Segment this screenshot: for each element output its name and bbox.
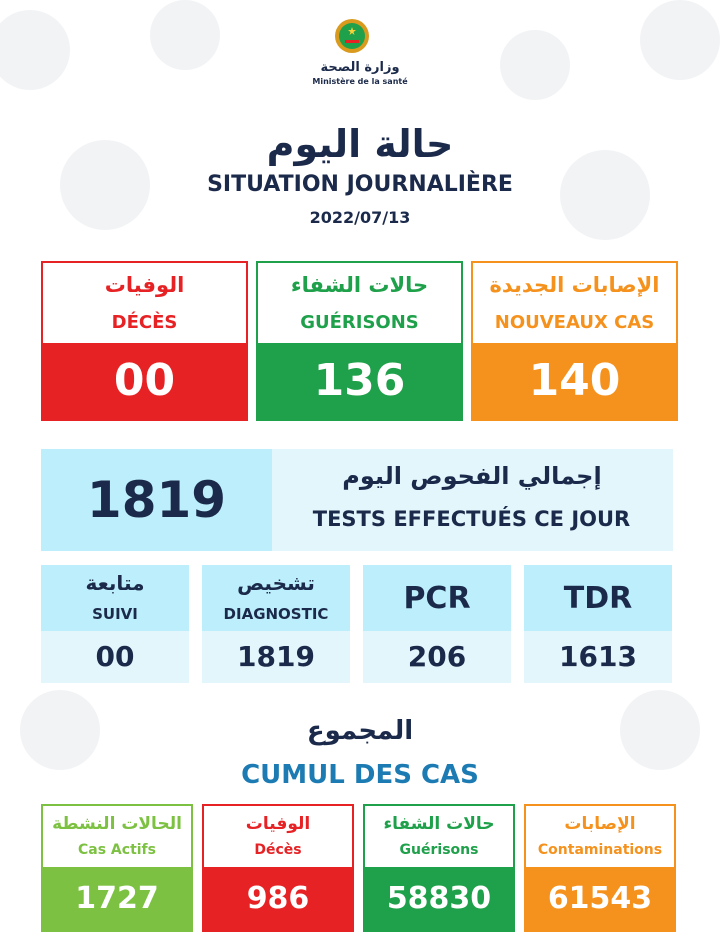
diagnostic-label-fr: DIAGNOSTIC: [223, 605, 329, 623]
cumul-guerisons-label-fr: Guérisons: [399, 842, 479, 858]
suivi-card: متابعة SUIVI 00: [41, 565, 189, 683]
cumul-actifs-label-ar: الحالات النشطة: [52, 814, 182, 834]
daily-nouveaux-card: الإصابات الجديدة NOUVEAUX CAS 140: [471, 261, 678, 421]
tests-total-value: 1819: [41, 449, 272, 551]
diagnostic-card: تشخيص DIAGNOSTIC 1819: [202, 565, 350, 683]
daily-nouveaux-value: 140: [473, 343, 676, 419]
virus-decoration: [560, 150, 650, 240]
cumul-contaminations-label-fr: Contaminations: [537, 842, 663, 858]
daily-guerisons-value: 136: [258, 343, 461, 419]
virus-decoration: [60, 140, 150, 230]
cumul-guerisons-label-ar: حالات الشفاء: [383, 814, 495, 834]
daily-nouveaux-label-fr: NOUVEAUX CAS: [494, 312, 655, 333]
ministry-name-ar: وزارة الصحة: [320, 60, 400, 75]
daily-guerisons-card: حالات الشفاء GUÉRISONS 136: [256, 261, 463, 421]
cumul-contaminations-value: 61543: [526, 867, 674, 930]
tdr-card: TDR 1613: [524, 565, 672, 683]
cumul-deces-label-ar: الوفيات: [245, 814, 311, 834]
tdr-value: 1613: [524, 631, 672, 683]
virus-decoration: [20, 690, 100, 770]
ministry-seal-icon: [335, 19, 369, 53]
report-date: 2022/07/13: [309, 208, 411, 227]
diagnostic-label-ar: تشخيص: [237, 571, 315, 595]
tdr-header: TDR: [524, 565, 672, 631]
pcr-label: PCR: [403, 581, 471, 616]
pcr-card: PCR 206: [363, 565, 511, 683]
suivi-header: متابعة SUIVI: [41, 565, 189, 631]
virus-decoration: [620, 690, 700, 770]
pcr-header: PCR: [363, 565, 511, 631]
cumul-contaminations-card: الإصابات Contaminations 61543: [524, 804, 676, 932]
daily-deces-card: الوفيات DÉCÈS 00: [41, 261, 248, 421]
suivi-value: 00: [41, 631, 189, 683]
cumul-deces-label-fr: Décès: [254, 842, 302, 858]
page-title-fr: SITUATION JOURNALIÈRE: [207, 172, 513, 197]
cumul-contaminations-label-ar: الإصابات: [564, 814, 636, 834]
cumul-title-fr: CUMUL DES CAS: [241, 760, 479, 790]
suivi-label-fr: SUIVI: [92, 605, 138, 623]
virus-decoration: [640, 0, 720, 80]
virus-decoration: [0, 10, 70, 90]
cumul-guerisons-value: 58830: [365, 867, 513, 930]
ministry-name-fr: Ministère de la santé: [312, 77, 408, 86]
daily-deces-value: 00: [43, 343, 246, 419]
tests-label-ar: إجمالي الفحوص اليوم: [342, 462, 602, 490]
daily-guerisons-label-fr: GUÉRISONS: [300, 312, 419, 333]
page-title-ar: حالة اليوم: [266, 122, 454, 166]
daily-deces-label-fr: DÉCÈS: [111, 312, 178, 333]
cumul-guerisons-card: حالات الشفاء Guérisons 58830: [363, 804, 515, 932]
diagnostic-value: 1819: [202, 631, 350, 683]
diagnostic-header: تشخيص DIAGNOSTIC: [202, 565, 350, 631]
daily-guerisons-label-ar: حالات الشفاء: [290, 273, 429, 297]
cumul-title-ar: المجموع: [306, 716, 414, 746]
cumul-actifs-label-fr: Cas Actifs: [78, 842, 156, 858]
suivi-label-ar: متابعة: [85, 571, 145, 595]
pcr-value: 206: [363, 631, 511, 683]
virus-decoration: [150, 0, 220, 70]
tdr-label: TDR: [563, 581, 633, 616]
cumul-actifs-value: 1727: [43, 867, 191, 930]
cumul-actifs-card: الحالات النشطة Cas Actifs 1727: [41, 804, 193, 932]
cumul-deces-card: الوفيات Décès 986: [202, 804, 354, 932]
daily-nouveaux-label-ar: الإصابات الجديدة: [489, 273, 660, 297]
cumul-deces-value: 986: [204, 867, 352, 930]
virus-decoration: [500, 30, 570, 100]
daily-deces-label-ar: الوفيات: [104, 273, 185, 297]
tests-label-fr: TESTS EFFECTUÉS CE JOUR: [312, 507, 631, 531]
